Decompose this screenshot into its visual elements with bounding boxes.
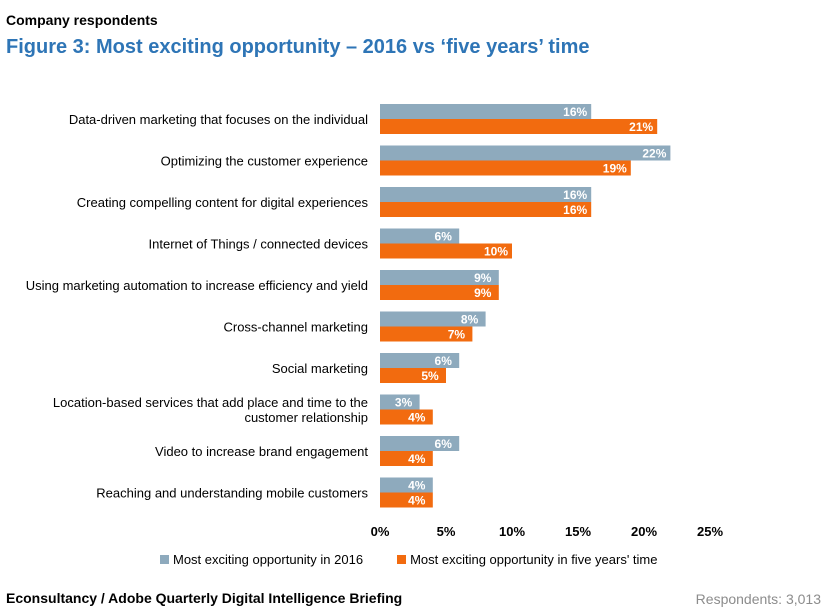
bar-five-years bbox=[380, 451, 433, 466]
bar-2016 bbox=[380, 228, 460, 244]
data-label: 10% bbox=[484, 245, 508, 259]
bar-2016 bbox=[380, 145, 671, 161]
bar-five-years bbox=[380, 326, 473, 342]
data-label: 16% bbox=[563, 105, 587, 119]
bar-2016 bbox=[380, 187, 592, 202]
data-label: 19% bbox=[603, 162, 627, 176]
x-tick-label: 0% bbox=[371, 524, 390, 539]
data-label: 6% bbox=[435, 437, 453, 451]
data-label: 3% bbox=[395, 396, 413, 410]
bar-chart: Data-driven marketing that focuses on th… bbox=[26, 104, 723, 539]
data-label: 22% bbox=[642, 147, 666, 161]
data-label: 8% bbox=[461, 313, 479, 327]
respondents-count: Respondents: 3,013 bbox=[695, 591, 821, 607]
data-label: 4% bbox=[408, 494, 426, 508]
category-label: Using marketing automation to increase e… bbox=[26, 278, 368, 293]
data-label: 16% bbox=[563, 188, 587, 202]
bar-five-years bbox=[380, 202, 592, 217]
data-label: 4% bbox=[408, 411, 426, 425]
data-label: 16% bbox=[563, 203, 587, 217]
data-label: 9% bbox=[474, 271, 492, 285]
bar-five-years bbox=[380, 119, 658, 134]
bar-five-years bbox=[380, 492, 433, 508]
category-label: Social marketing bbox=[272, 361, 368, 376]
x-tick-label: 15% bbox=[565, 524, 591, 539]
category-label: Location-based services that add place a… bbox=[53, 395, 368, 425]
category-label: Cross-channel marketing bbox=[223, 320, 368, 335]
chart-subtitle: Company respondents bbox=[6, 12, 158, 28]
data-label: 4% bbox=[408, 479, 426, 493]
category-label: Creating compelling content for digital … bbox=[77, 195, 369, 210]
x-tick-label: 10% bbox=[499, 524, 525, 539]
data-label: 6% bbox=[435, 230, 453, 244]
data-label: 6% bbox=[435, 354, 453, 368]
bar-five-years bbox=[380, 285, 499, 300]
bar-2016 bbox=[380, 311, 486, 327]
legend-swatch-five-years bbox=[397, 555, 407, 564]
legend-label-five-years: Most exciting opportunity in five years'… bbox=[410, 552, 658, 567]
bar-2016 bbox=[380, 436, 460, 451]
data-label: 4% bbox=[408, 452, 426, 466]
bar-five-years bbox=[380, 243, 512, 259]
bar-five-years bbox=[380, 160, 631, 176]
x-tick-label: 20% bbox=[631, 524, 657, 539]
data-label: 5% bbox=[421, 369, 439, 383]
data-label: 21% bbox=[629, 120, 653, 134]
category-label: Video to increase brand engagement bbox=[155, 444, 368, 459]
source-note: Econsultancy / Adobe Quarterly Digital I… bbox=[6, 590, 403, 606]
legend-label-2016: Most exciting opportunity in 2016 bbox=[173, 552, 364, 567]
category-label: Internet of Things / connected devices bbox=[149, 237, 369, 252]
bar-2016 bbox=[380, 394, 420, 410]
category-label: Data-driven marketing that focuses on th… bbox=[69, 112, 368, 127]
legend-item-2016: Most exciting opportunity in 2016 bbox=[160, 552, 363, 567]
legend-swatch-2016 bbox=[160, 555, 169, 564]
category-label: Optimizing the customer experience bbox=[161, 154, 368, 169]
bar-2016 bbox=[380, 353, 460, 368]
data-label: 9% bbox=[474, 286, 492, 300]
bar-five-years bbox=[380, 409, 433, 425]
legend-item-five-years: Most exciting opportunity in five years'… bbox=[397, 552, 657, 567]
x-tick-label: 25% bbox=[697, 524, 723, 539]
bar-2016 bbox=[380, 104, 592, 119]
chart-title: Figure 3: Most exciting opportunity – 20… bbox=[6, 36, 590, 58]
category-label: Reaching and understanding mobile custom… bbox=[96, 486, 368, 501]
data-label: 7% bbox=[448, 328, 466, 342]
bar-2016 bbox=[380, 270, 499, 285]
x-tick-label: 5% bbox=[437, 524, 456, 539]
chart-legend: Most exciting opportunity in 2016 Most e… bbox=[160, 552, 657, 567]
bar-five-years bbox=[380, 368, 446, 383]
bar-2016 bbox=[380, 477, 433, 493]
